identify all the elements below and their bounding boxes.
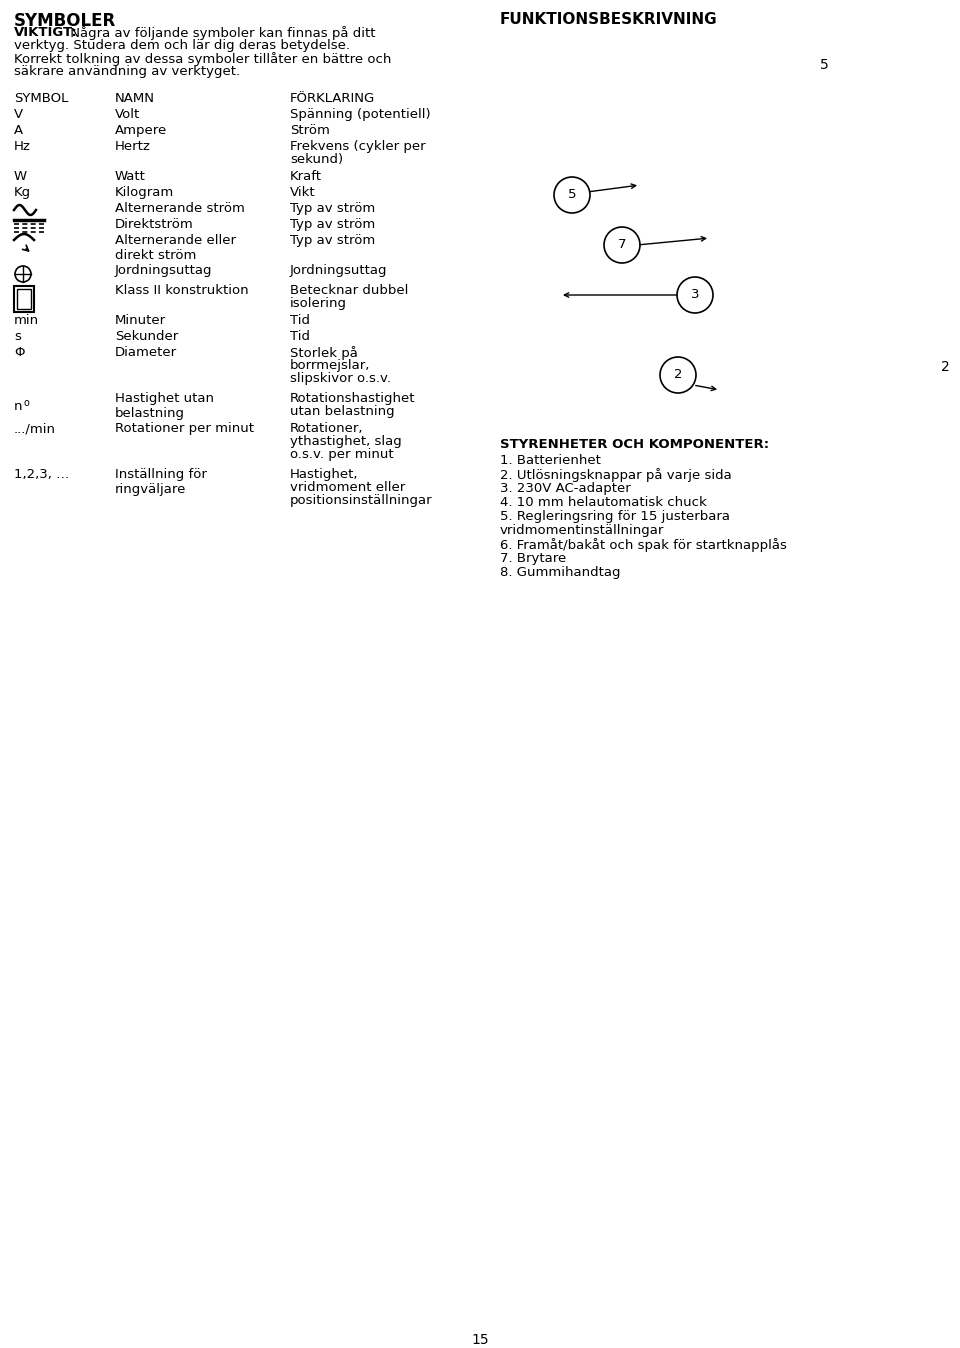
Text: Hertz: Hertz	[115, 140, 151, 154]
Text: STYRENHETER OCH KOMPONENTER:: STYRENHETER OCH KOMPONENTER:	[500, 438, 769, 452]
Text: Kraft: Kraft	[290, 170, 322, 183]
Text: FUNKTIONSBESKRIVNING: FUNKTIONSBESKRIVNING	[500, 12, 718, 27]
Text: vridmoment eller: vridmoment eller	[290, 481, 405, 493]
Text: 6. Framåt/bakåt och spak för startknapplås: 6. Framåt/bakåt och spak för startknappl…	[500, 538, 787, 551]
Text: Tid: Tid	[290, 330, 310, 342]
Text: sekund): sekund)	[290, 154, 343, 166]
Text: Klass II konstruktion: Klass II konstruktion	[115, 284, 249, 297]
Text: Typ av ström: Typ av ström	[290, 235, 375, 247]
Text: Diameter: Diameter	[115, 346, 178, 359]
Text: Typ av ström: Typ av ström	[290, 202, 375, 214]
Text: o.s.v. per minut: o.s.v. per minut	[290, 448, 394, 461]
Text: Rotationer,: Rotationer,	[290, 422, 364, 435]
Text: SYMBOL: SYMBOL	[14, 92, 68, 105]
Text: Volt: Volt	[115, 108, 140, 121]
Text: Kg: Kg	[14, 186, 31, 200]
Text: s: s	[14, 330, 21, 342]
Text: FÖRKLARING: FÖRKLARING	[290, 92, 375, 105]
Text: 1. Batterienhet: 1. Batterienhet	[500, 454, 601, 466]
Text: Hastighet utan
belastning: Hastighet utan belastning	[115, 392, 214, 421]
Text: W: W	[14, 170, 27, 183]
Text: säkrare användning av verktyget.: säkrare användning av verktyget.	[14, 65, 240, 78]
Text: 7. Brytare: 7. Brytare	[500, 551, 566, 565]
Text: positionsinställningar: positionsinställningar	[290, 493, 433, 507]
Text: Minuter: Minuter	[115, 314, 166, 328]
Text: Typ av ström: Typ av ström	[290, 218, 375, 231]
Text: n: n	[14, 400, 22, 414]
Text: Kilogram: Kilogram	[115, 186, 175, 200]
Text: Sekunder: Sekunder	[115, 330, 179, 342]
Text: Vikt: Vikt	[290, 186, 316, 200]
Text: 5: 5	[567, 189, 576, 201]
Text: 2: 2	[674, 368, 683, 381]
Text: 4. 10 mm helautomatisk chuck: 4. 10 mm helautomatisk chuck	[500, 496, 707, 510]
Text: Ampere: Ampere	[115, 124, 167, 137]
Text: Direktström: Direktström	[115, 218, 194, 231]
Text: 1,2,3, …: 1,2,3, …	[14, 468, 69, 481]
Text: ythastighet, slag: ythastighet, slag	[290, 435, 401, 448]
Text: isolering: isolering	[290, 297, 347, 310]
Text: Alternerande eller
direkt ström: Alternerande eller direkt ström	[115, 235, 236, 262]
Text: Jordningsuttag: Jordningsuttag	[115, 264, 212, 276]
Text: Hz: Hz	[14, 140, 31, 154]
Text: Jordningsuttag: Jordningsuttag	[290, 264, 388, 276]
Text: Några av följande symboler kan finnas på ditt: Några av följande symboler kan finnas på…	[66, 26, 375, 40]
Text: Betecknar dubbel: Betecknar dubbel	[290, 284, 408, 297]
Text: A: A	[14, 124, 23, 137]
Text: 2: 2	[941, 360, 950, 373]
Text: 8. Gummihandtag: 8. Gummihandtag	[500, 566, 620, 580]
Bar	[17, 288, 31, 309]
Text: 15: 15	[471, 1333, 489, 1347]
Text: Rotationer per minut: Rotationer per minut	[115, 422, 254, 435]
Text: Hastighet,: Hastighet,	[290, 468, 358, 481]
Text: Tid: Tid	[290, 314, 310, 328]
Text: Korrekt tolkning av dessa symboler tillåter en bättre och: Korrekt tolkning av dessa symboler tillå…	[14, 53, 392, 66]
Text: 7: 7	[617, 239, 626, 252]
Text: Ström: Ström	[290, 124, 330, 137]
Text: SYMBOLER: SYMBOLER	[14, 12, 116, 30]
Text: Watt: Watt	[115, 170, 146, 183]
Text: Spänning (potentiell): Spänning (potentiell)	[290, 108, 431, 121]
Text: Storlek på: Storlek på	[290, 346, 358, 360]
Text: Alternerande ström: Alternerande ström	[115, 202, 245, 214]
Text: Rotationshastighet: Rotationshastighet	[290, 392, 416, 404]
Text: borrmejslar,: borrmejslar,	[290, 359, 371, 372]
Text: verktyg. Studera dem och lär dig deras betydelse.: verktyg. Studera dem och lär dig deras b…	[14, 39, 350, 53]
Text: utan belastning: utan belastning	[290, 404, 395, 418]
Text: vridmomentinställningar: vridmomentinställningar	[500, 524, 664, 537]
Text: o: o	[23, 398, 29, 408]
Text: 5. Regleringsring för 15 justerbara: 5. Regleringsring för 15 justerbara	[500, 510, 730, 523]
Text: slipskivor o.s.v.: slipskivor o.s.v.	[290, 372, 391, 386]
Text: 3: 3	[691, 288, 699, 302]
Text: VIKTIGT:: VIKTIGT:	[14, 26, 78, 39]
Text: V: V	[14, 108, 23, 121]
Text: 5: 5	[820, 58, 828, 71]
Text: 2. Utlösningsknappar på varje sida: 2. Utlösningsknappar på varje sida	[500, 468, 732, 483]
Text: min: min	[14, 314, 39, 328]
Text: 3. 230V AC-adapter: 3. 230V AC-adapter	[500, 483, 631, 495]
Text: Frekvens (cykler per: Frekvens (cykler per	[290, 140, 425, 154]
Text: .../min: .../min	[14, 422, 56, 435]
Bar	[14, 286, 34, 311]
Text: Φ: Φ	[14, 346, 25, 359]
Text: NAMN: NAMN	[115, 92, 155, 105]
Text: Inställning för
ringväljare: Inställning för ringväljare	[115, 468, 206, 496]
